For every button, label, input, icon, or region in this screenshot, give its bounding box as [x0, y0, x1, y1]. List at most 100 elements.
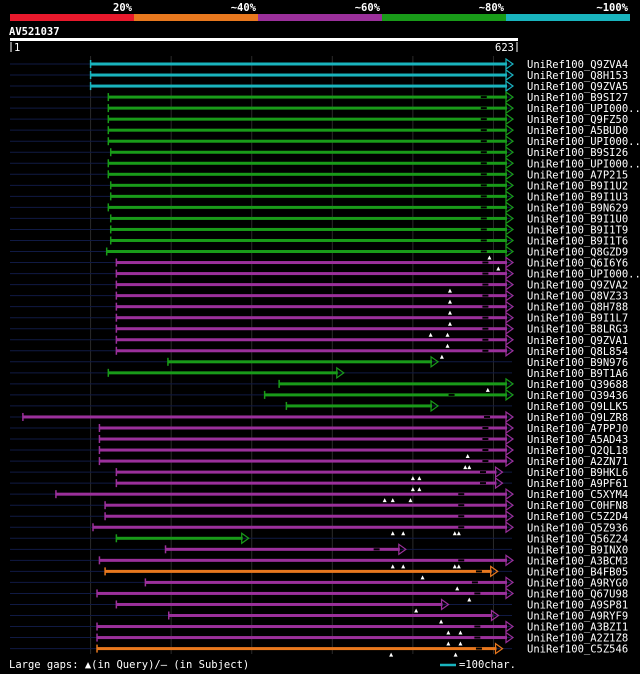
hit-label[interactable]: UniRef100_A9RYG0	[527, 577, 628, 589]
hit-row[interactable]: UniRef100_A2ZN71	[10, 454, 628, 470]
hit-row[interactable]: UniRef100_B9I1T9	[10, 223, 628, 236]
hit-label[interactable]: UniRef100_Q39436	[527, 390, 628, 402]
hit-row[interactable]: UniRef100_Q9ZVA2	[10, 278, 628, 293]
hit-row[interactable]: UniRef100_B9I1U2	[10, 179, 628, 192]
hit-row[interactable]: UniRef100_B4FB05	[10, 565, 628, 580]
hit-label[interactable]: UniRef100_Q56Z24	[527, 533, 628, 545]
hit-row[interactable]: UniRef100_A5AD43	[10, 432, 628, 446]
hit-row[interactable]: UniRef100_Q8H788	[10, 300, 628, 315]
hit-label[interactable]: UniRef100_B9SI26	[527, 147, 628, 159]
hit-label[interactable]: UniRef100_A3BCM3	[527, 555, 628, 567]
hit-row[interactable]: UniRef100_B9INX0	[10, 543, 628, 556]
hit-row[interactable]: UniRef100_A7PPJ0	[10, 421, 628, 435]
hit-label[interactable]: UniRef100_Q9ZVA2	[527, 280, 628, 292]
hit-label[interactable]: UniRef100_A7PPJ0	[527, 423, 628, 435]
hit-row[interactable]: UniRef100_Q8VZ33	[10, 289, 628, 304]
hit-label[interactable]: UniRef100_A2Z1Z8	[527, 633, 628, 645]
hit-row[interactable]: UniRef100_A9RYF9	[10, 609, 628, 624]
hit-label[interactable]: UniRef100_C0HFN8	[527, 500, 628, 512]
hit-label[interactable]: UniRef100_A9SP81	[527, 599, 628, 611]
hit-row[interactable]: UniRef100_Q9ZVA4	[10, 57, 628, 71]
hit-row[interactable]: UniRef100_UPI000..	[10, 135, 640, 148]
hit-label[interactable]: UniRef100_Q9ZVA1	[527, 335, 628, 347]
hit-label[interactable]: UniRef100_Q8L854	[527, 346, 628, 358]
hit-label[interactable]: UniRef100_Q9FZ50	[527, 114, 628, 126]
hit-row[interactable]: UniRef100_B9I1U0	[10, 212, 628, 225]
hit-row[interactable]: UniRef100_Q9LZR8	[10, 410, 628, 424]
hit-row[interactable]: UniRef100_B9SI26	[10, 146, 628, 159]
hit-label[interactable]: UniRef100_Q9LZR8	[527, 412, 628, 424]
hit-row[interactable]: UniRef100_A9SP81	[10, 598, 628, 613]
hit-row[interactable]: UniRef100_Q56Z24	[10, 532, 628, 545]
hit-row[interactable]: UniRef100_Q9ZVA5	[10, 79, 628, 93]
hit-label[interactable]: UniRef100_Q67U98	[527, 588, 628, 600]
hit-label[interactable]: UniRef100_A9PF61	[527, 478, 628, 490]
hit-label[interactable]: UniRef100_C5Z546	[527, 644, 628, 656]
hit-label[interactable]: UniRef100_A5BUD0	[527, 125, 628, 137]
hit-row[interactable]: UniRef100_B9I1U3	[10, 190, 628, 203]
hit-label[interactable]: UniRef100_Q9ZVA5	[527, 81, 628, 93]
hit-row[interactable]: UniRef100_Q67U98	[10, 587, 628, 602]
hit-row[interactable]: UniRef100_Q9ZVA1	[10, 333, 628, 348]
hit-row[interactable]: UniRef100_A3BZI1	[10, 620, 628, 635]
hit-label[interactable]: UniRef100_A2ZN71	[527, 456, 628, 468]
hit-label[interactable]: UniRef100_B9I1U2	[527, 180, 628, 192]
hit-row[interactable]: UniRef100_Q39436	[10, 388, 628, 402]
hit-row[interactable]: UniRef100_Q39688	[10, 377, 628, 392]
hit-row[interactable]: UniRef100_A9RYG0	[10, 576, 628, 591]
hit-label[interactable]: UniRef100_Q39688	[527, 379, 628, 391]
hit-row[interactable]: UniRef100_B9I1T6	[10, 234, 628, 247]
hit-label[interactable]: UniRef100_B9INX0	[527, 544, 628, 556]
hit-label[interactable]: UniRef100_B9N629	[527, 202, 628, 214]
hit-row[interactable]: UniRef100_C5XYM4	[10, 488, 628, 503]
hit-row[interactable]: UniRef100_A9PF61	[10, 476, 628, 492]
hit-row[interactable]: UniRef100_UPI000..	[10, 157, 640, 170]
hit-label[interactable]: UniRef100_Q9LLK5	[527, 401, 628, 413]
hit-row[interactable]: UniRef100_UPI000..	[10, 267, 640, 281]
hit-label[interactable]: UniRef100_A9RYF9	[527, 611, 628, 623]
hit-row[interactable]: UniRef100_Q9FZ50	[10, 112, 628, 126]
hit-label[interactable]: UniRef100_UPI000..	[527, 103, 640, 115]
hit-row[interactable]: UniRef100_B9N629	[10, 201, 628, 214]
hit-row[interactable]: UniRef100_Q2QL18	[10, 443, 628, 459]
hit-label[interactable]: UniRef100_B9N976	[527, 357, 628, 369]
hit-label[interactable]: UniRef100_B9SI27	[527, 92, 628, 104]
hit-row[interactable]: UniRef100_B9T1A6	[10, 366, 628, 380]
hit-label[interactable]: UniRef100_A7P215	[527, 169, 628, 181]
hit-label[interactable]: UniRef100_UPI000..	[527, 158, 640, 170]
hit-row[interactable]: UniRef100_B9HKL6	[10, 465, 628, 481]
hit-label[interactable]: UniRef100_Q8H788	[527, 302, 628, 314]
hit-row[interactable]: UniRef100_Q8GZD9	[10, 245, 628, 260]
hit-label[interactable]: UniRef100_B9I1T6	[527, 235, 628, 247]
hit-row[interactable]: UniRef100_B9SI27	[10, 90, 628, 104]
hit-label[interactable]: UniRef100_C5Z2D4	[527, 511, 628, 523]
hit-label[interactable]: UniRef100_B9I1L7	[527, 313, 628, 325]
hit-label[interactable]: UniRef100_B9I1T9	[527, 224, 628, 236]
hit-label[interactable]: UniRef100_Q8GZD9	[527, 247, 628, 259]
hit-label[interactable]: UniRef100_B9I1U0	[527, 213, 628, 225]
hit-label[interactable]: UniRef100_Q6I6Y6	[527, 258, 628, 270]
hit-label[interactable]: UniRef100_UPI000..	[527, 269, 640, 281]
hit-label[interactable]: UniRef100_B9HKL6	[527, 467, 628, 479]
hit-label[interactable]: UniRef100_B4FB05	[527, 566, 628, 578]
hit-row[interactable]: UniRef100_B9I1L7	[10, 311, 628, 326]
hit-label[interactable]: UniRef100_Q9ZVA4	[527, 59, 628, 71]
hit-label[interactable]: UniRef100_B8LRG3	[527, 324, 628, 336]
hit-row[interactable]: UniRef100_Q8H153	[10, 68, 628, 82]
hit-row[interactable]: UniRef100_A2Z1Z8	[10, 631, 628, 646]
hit-label[interactable]: UniRef100_Q2QL18	[527, 445, 628, 457]
hit-row[interactable]: UniRef100_A3BCM3	[10, 554, 628, 569]
hit-label[interactable]: UniRef100_Q5Z936	[527, 522, 628, 534]
hit-row[interactable]: UniRef100_C5Z546	[10, 642, 628, 657]
hit-label[interactable]: UniRef100_Q8VZ33	[527, 291, 628, 303]
hit-row[interactable]: UniRef100_C5Z2D4	[10, 510, 628, 523]
hit-row[interactable]: UniRef100_A7P215	[10, 168, 628, 181]
hit-label[interactable]: UniRef100_B9I1U3	[527, 191, 628, 203]
hit-label[interactable]: UniRef100_UPI000..	[527, 136, 640, 148]
hit-label[interactable]: UniRef100_C5XYM4	[527, 489, 628, 501]
hit-row[interactable]: UniRef100_UPI000..	[10, 101, 640, 115]
hit-label[interactable]: UniRef100_A3BZI1	[527, 622, 628, 634]
hit-row[interactable]: UniRef100_Q8L854	[10, 344, 628, 359]
hit-row[interactable]: UniRef100_C0HFN8	[10, 499, 628, 512]
hit-row[interactable]: UniRef100_Q5Z936	[10, 521, 628, 536]
